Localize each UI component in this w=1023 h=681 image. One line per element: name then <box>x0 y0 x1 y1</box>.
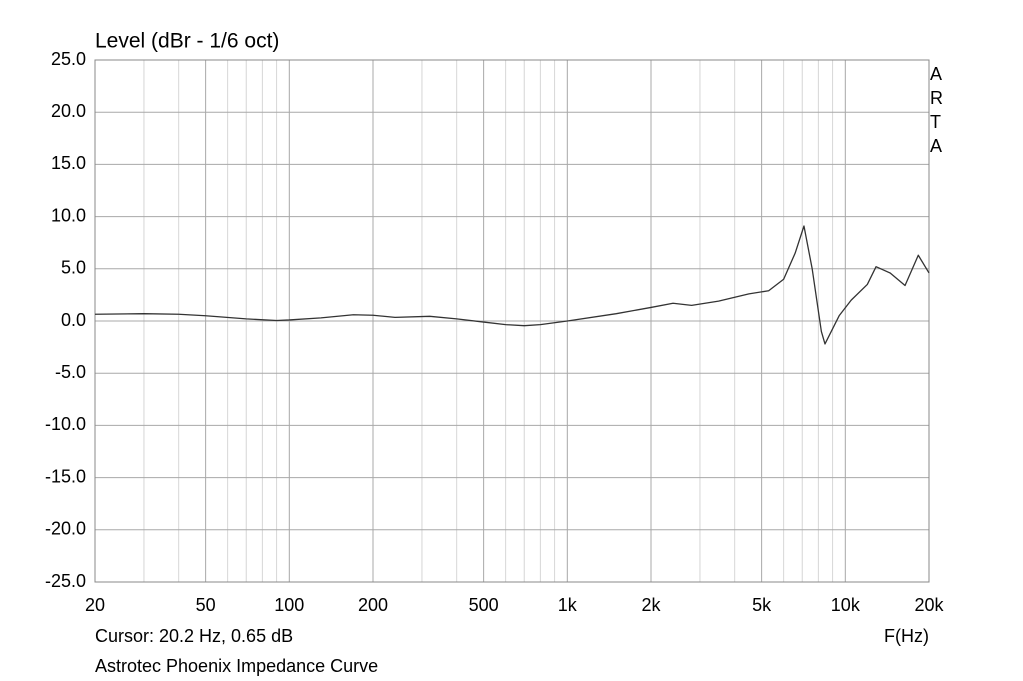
x-tick-label: 20 <box>85 595 105 615</box>
x-tick-label: 20k <box>914 595 944 615</box>
x-tick-label: 100 <box>274 595 304 615</box>
x-tick-label: 200 <box>358 595 388 615</box>
x-tick-label: 500 <box>469 595 499 615</box>
y-tick-label: 15.0 <box>51 153 86 173</box>
x-axis-label: F(Hz) <box>884 626 929 646</box>
y-tick-label: -10.0 <box>45 414 86 434</box>
y-tick-label: 10.0 <box>51 205 86 225</box>
y-tick-label: -15.0 <box>45 466 86 486</box>
y-tick-label: -20.0 <box>45 519 86 539</box>
y-tick-label: -5.0 <box>55 362 86 382</box>
plot-frame <box>94 59 930 583</box>
curve <box>94 225 930 345</box>
caption: Astrotec Phoenix Impedance Curve <box>95 656 378 676</box>
y-tick-label: 5.0 <box>61 258 86 278</box>
x-tick-label: 1k <box>558 595 578 615</box>
chart-title: Level (dBr - 1/6 oct) <box>95 30 279 53</box>
y-tick-label: -25.0 <box>45 571 86 591</box>
y-tick-label: 20.0 <box>51 101 86 121</box>
watermark: ARTA <box>930 64 943 156</box>
x-tick-label: 2k <box>641 595 661 615</box>
x-tick-label: 10k <box>831 595 861 615</box>
cursor-readout: Cursor: 20.2 Hz, 0.65 dB <box>95 626 293 646</box>
x-tick-label: 5k <box>752 595 772 615</box>
y-tick-label: 0.0 <box>61 310 86 330</box>
y-tick-label: 25.0 <box>51 49 86 69</box>
x-tick-label: 50 <box>196 595 216 615</box>
